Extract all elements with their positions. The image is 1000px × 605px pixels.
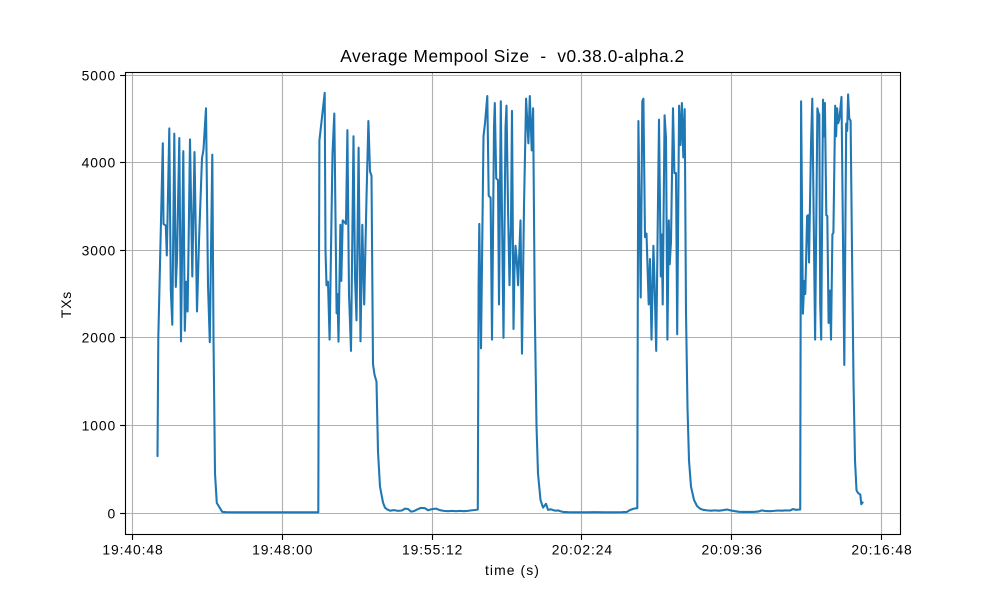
svg-text:TXs: TXs [58,291,74,318]
svg-text:1000: 1000 [82,418,117,434]
svg-text:5000: 5000 [82,68,117,84]
svg-text:Average Mempool Size - v0.38: Average Mempool Size - v0.38.0-alpha.2 [340,46,684,66]
svg-text:20:02:24: 20:02:24 [552,542,613,558]
svg-text:19:40:48: 19:40:48 [102,542,163,558]
svg-text:20:16:48: 20:16:48 [851,542,912,558]
svg-text:time (s): time (s) [485,562,540,578]
svg-text:4000: 4000 [82,155,117,171]
svg-text:19:48:00: 19:48:00 [252,542,313,558]
svg-text:19:55:12: 19:55:12 [402,542,463,558]
svg-text:2000: 2000 [82,330,117,346]
svg-text:0: 0 [108,506,117,522]
svg-text:20:09:36: 20:09:36 [702,542,763,558]
svg-text:3000: 3000 [82,243,117,259]
